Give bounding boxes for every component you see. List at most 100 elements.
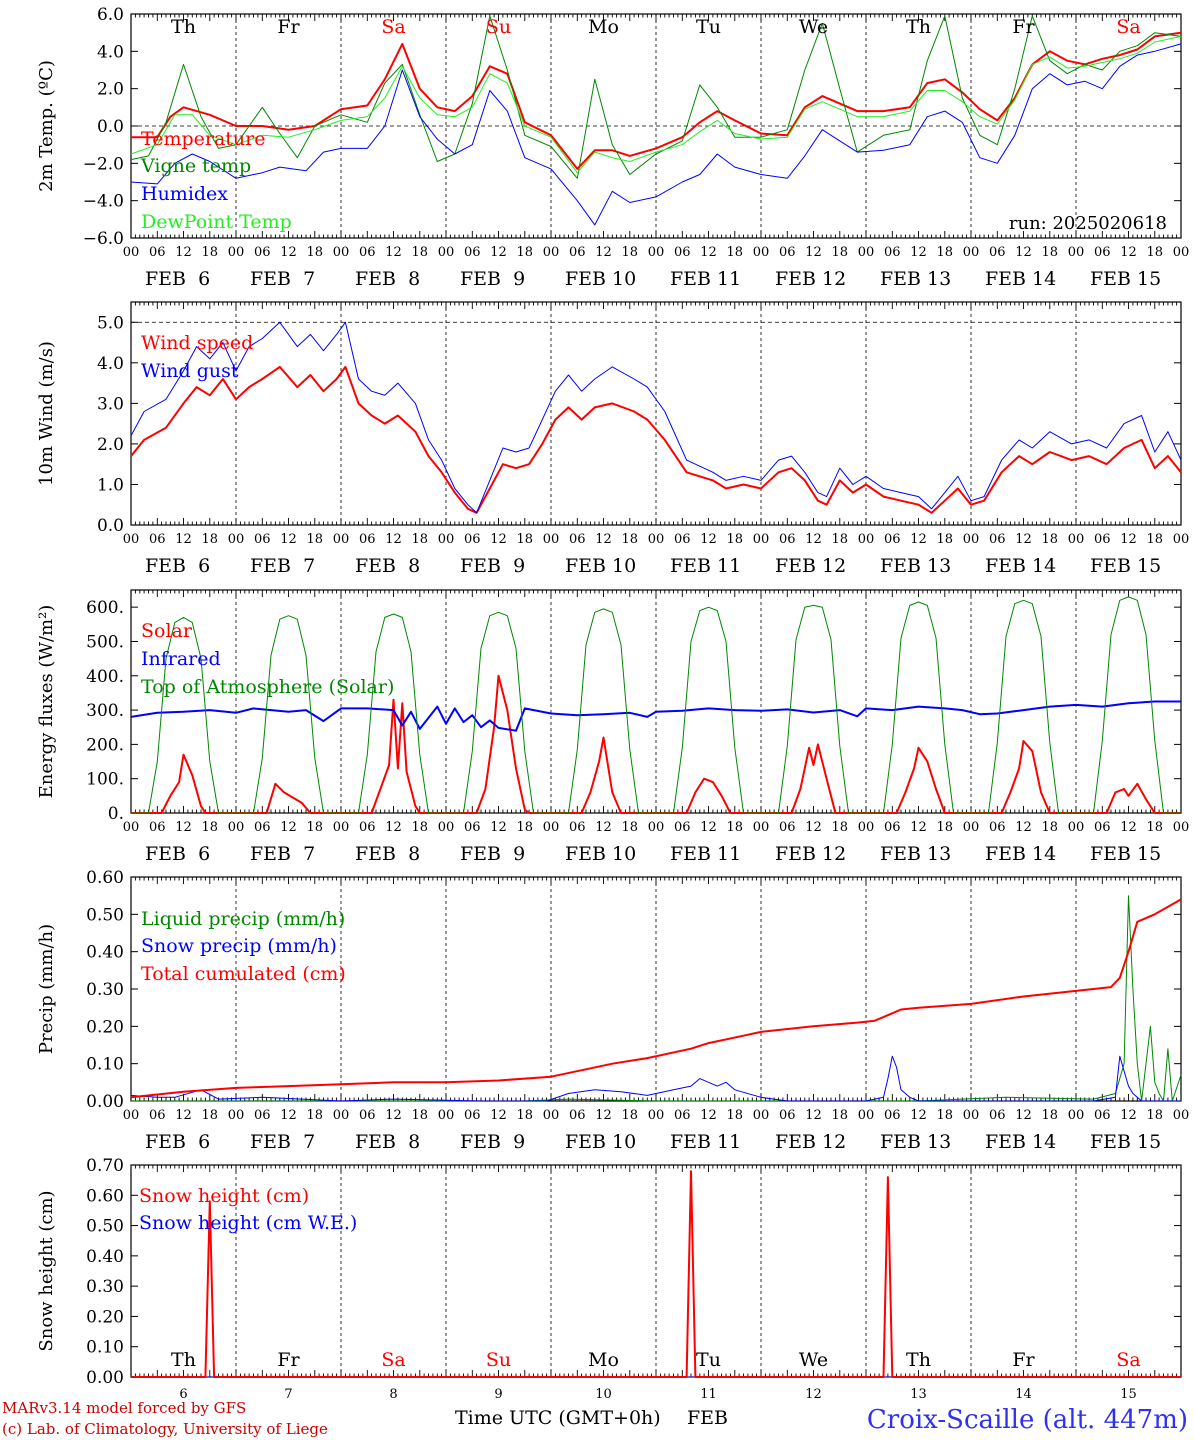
x-hour-label: 12 (910, 245, 927, 260)
x-hour-label: 00 (333, 820, 350, 835)
x-hour-label: 18 (306, 245, 323, 260)
y-tick-label: 2.0 (97, 80, 124, 100)
x-hour-label: 12 (805, 820, 822, 835)
weekday-label-bottom: Th (171, 1349, 196, 1371)
x-date-label: FEB 10 (565, 268, 636, 290)
x-hour-label: 00 (1173, 532, 1190, 547)
x-hour-label: 12 (1015, 532, 1032, 547)
x-hour-label: 18 (411, 820, 428, 835)
x-hour-label: 06 (464, 532, 481, 547)
x-hour-label: 06 (674, 820, 691, 835)
y-tick-label: 0.0 (97, 117, 124, 137)
legend-entry: Solar (141, 620, 193, 642)
x-hour-label: 18 (726, 245, 743, 260)
x-hour-label: 12 (700, 1108, 717, 1123)
x-hour-label: 18 (831, 820, 848, 835)
x-hour-label: 00 (963, 1108, 980, 1123)
x-hour-label: 00 (753, 245, 770, 260)
x-day-number: 13 (910, 1387, 927, 1402)
plot-frame (130, 589, 1182, 814)
x-hour-label: 00 (753, 1108, 770, 1123)
series-line-humidex (130, 43, 1182, 226)
x-day-number: 15 (1120, 1387, 1137, 1402)
x-hour-label: 06 (1094, 532, 1111, 547)
x-hour-label: 06 (464, 1108, 481, 1123)
y-tick-label: 0.70 (86, 1156, 124, 1176)
weekday-label-top: We (799, 16, 828, 38)
x-date-label: FEB 8 (355, 1131, 420, 1153)
x-hour-label: 12 (910, 532, 927, 547)
x-hour-label: 18 (1146, 1108, 1163, 1123)
series-line-top-of-atmosphere-solar- (131, 596, 1181, 814)
y-axis-label: Snow height (cm) (36, 1190, 57, 1351)
x-hour-label: 18 (411, 1108, 428, 1123)
x-hour-label: 18 (936, 1108, 953, 1123)
x-date-label: FEB 12 (775, 843, 846, 865)
x-hour-label: 12 (805, 245, 822, 260)
x-date-label: FEB 13 (880, 555, 951, 577)
x-hour-label: 06 (254, 245, 271, 260)
series-line-wind-gust (130, 321, 1182, 514)
x-hour-label: 12 (700, 820, 717, 835)
x-hour-label: 18 (516, 245, 533, 260)
x-date-label: FEB 12 (775, 1131, 846, 1153)
weekday-label-bottom: We (799, 1349, 828, 1371)
y-tick-label: −6.0 (83, 229, 124, 249)
x-date-label: FEB 6 (145, 555, 210, 577)
weekday-label-top: Fr (1012, 16, 1035, 38)
y-tick-label: 5.0 (97, 313, 124, 333)
x-hour-label: 18 (726, 532, 743, 547)
y-axis-label: Energy fluxes (W/m²) (36, 605, 57, 799)
y-axis-label: Precip (mm/h) (36, 924, 57, 1054)
x-hour-label: 06 (149, 1108, 166, 1123)
x-hour-label: 00 (1068, 1108, 1085, 1123)
x-hour-label: 12 (385, 1108, 402, 1123)
x-day-number: 14 (1015, 1387, 1032, 1402)
x-date-label: FEB 6 (145, 843, 210, 865)
x-hour-label: 06 (989, 820, 1006, 835)
x-hour-label: 18 (831, 245, 848, 260)
x-hour-label: 18 (201, 1108, 218, 1123)
hour-ticks (130, 877, 1182, 1101)
x-hour-label: 12 (805, 532, 822, 547)
x-hour-label: 06 (359, 820, 376, 835)
x-hour-label: 18 (201, 245, 218, 260)
x-day-number: 9 (494, 1387, 502, 1402)
x-hour-label: 00 (228, 1108, 245, 1123)
series-line-dewpoint-temp (130, 35, 1182, 174)
y-tick-label: 6.0 (97, 5, 124, 25)
x-hour-label: 06 (989, 245, 1006, 260)
x-hour-label: 18 (726, 1108, 743, 1123)
x-hour-label: 00 (1173, 820, 1190, 835)
legend-entry: Wind gust (141, 360, 239, 382)
x-hour-label: 12 (490, 245, 507, 260)
x-hour-label: 12 (385, 820, 402, 835)
x-hour-label: 18 (1146, 245, 1163, 260)
x-hour-label: 12 (280, 1108, 297, 1123)
y-tick-label: 0.20 (86, 1017, 124, 1037)
y-tick-label: 200. (86, 735, 124, 755)
x-hour-label: 12 (175, 820, 192, 835)
x-date-label: FEB 11 (670, 268, 741, 290)
x-hour-label: 00 (543, 1108, 560, 1123)
x-date-label: FEB 7 (250, 268, 315, 290)
x-hour-label: 06 (569, 1108, 586, 1123)
x-hour-label: 06 (884, 532, 901, 547)
legend-entry: Snow height (cm) (139, 1185, 309, 1207)
weekday-label-bottom: Sa (381, 1349, 405, 1371)
x-hour-label: 12 (1120, 532, 1137, 547)
x-axis-title: Time UTC (GMT+0h) (455, 1407, 661, 1429)
x-date-label: FEB 11 (670, 843, 741, 865)
y-tick-label: 0.40 (86, 1247, 124, 1267)
x-date-label: FEB 8 (355, 268, 420, 290)
hour-ticks (130, 590, 1182, 813)
x-hour-label: 18 (201, 820, 218, 835)
x-day-number: 11 (700, 1387, 717, 1402)
x-date-label: FEB 11 (670, 555, 741, 577)
x-hour-label: 18 (621, 1108, 638, 1123)
y-axis-label: 2m Temp. (ºC) (36, 60, 57, 192)
x-hour-label: 12 (385, 245, 402, 260)
x-hour-label: 12 (595, 245, 612, 260)
x-hour-label: 00 (1173, 1108, 1190, 1123)
